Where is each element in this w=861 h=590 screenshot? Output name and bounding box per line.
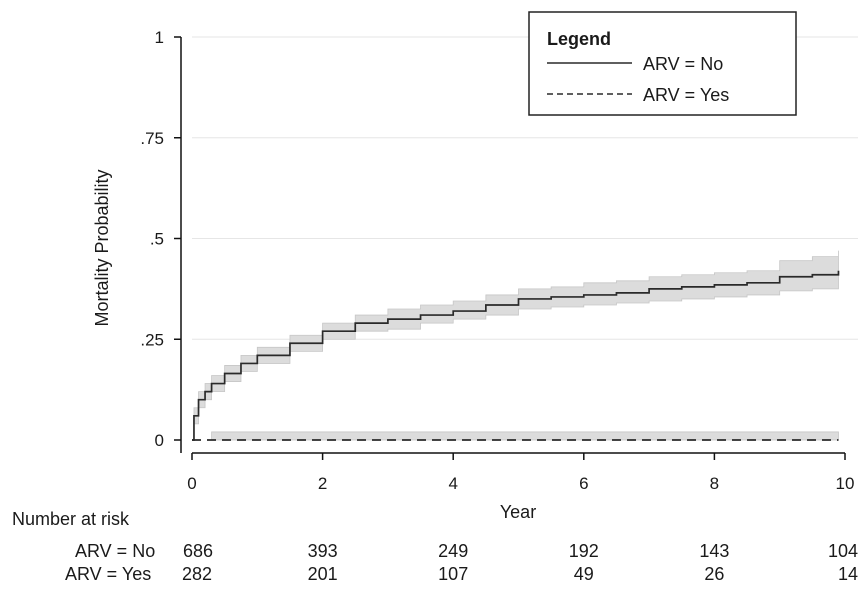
risk-value: 249 — [438, 541, 468, 561]
x-tick-label: 2 — [318, 474, 327, 493]
y-tick-label: .75 — [140, 129, 164, 148]
risk-table: Number at risk ARV = No ARV = Yes 686 393… — [12, 509, 858, 584]
legend-entry-label: ARV = No — [643, 54, 723, 74]
y-axis-ticks: 0 .25 .5 .75 1 — [140, 28, 181, 450]
risk-value: 107 — [438, 564, 468, 584]
risk-row-label: ARV = Yes — [65, 564, 151, 584]
risk-value: 393 — [308, 541, 338, 561]
axes — [180, 37, 845, 454]
y-tick-label: .5 — [150, 230, 164, 249]
risk-value: 26 — [704, 564, 724, 584]
legend-entry-label: ARV = Yes — [643, 85, 729, 105]
y-tick-label: 1 — [155, 28, 164, 47]
risk-value: 192 — [569, 541, 599, 561]
confidence-band — [192, 250, 839, 441]
risk-value: 14 — [838, 564, 858, 584]
legend-title: Legend — [547, 29, 611, 49]
y-tick-label: 0 — [155, 431, 164, 450]
risk-values: 686 393 249 192 143 104 282 201 107 49 26 14 — [182, 541, 858, 584]
confidence-band — [211, 431, 839, 441]
confidence-bands — [192, 250, 839, 441]
y-tick-label: .25 — [140, 330, 164, 349]
risk-table-header: Number at risk — [12, 509, 130, 529]
risk-value: 201 — [308, 564, 338, 584]
risk-value: 686 — [183, 541, 213, 561]
legend-box — [528, 11, 797, 116]
risk-value: 104 — [828, 541, 858, 561]
risk-value: 49 — [574, 564, 594, 584]
x-tick-label: 8 — [710, 474, 719, 493]
risk-value: 282 — [182, 564, 212, 584]
risk-row-label: ARV = No — [75, 541, 155, 561]
x-axis-ticks: 0 2 4 6 8 10 — [187, 453, 854, 493]
legend: Legend ARV = No ARV = Yes — [528, 11, 797, 116]
series-line — [192, 270, 840, 441]
survival-lines — [192, 270, 840, 441]
x-tick-label: 0 — [187, 474, 196, 493]
risk-value: 143 — [699, 541, 729, 561]
x-axis-label: Year — [500, 502, 536, 522]
x-tick-label: 10 — [836, 474, 855, 493]
x-tick-label: 6 — [579, 474, 588, 493]
x-tick-label: 4 — [448, 474, 457, 493]
y-axis-label: Mortality Probability — [92, 169, 112, 326]
